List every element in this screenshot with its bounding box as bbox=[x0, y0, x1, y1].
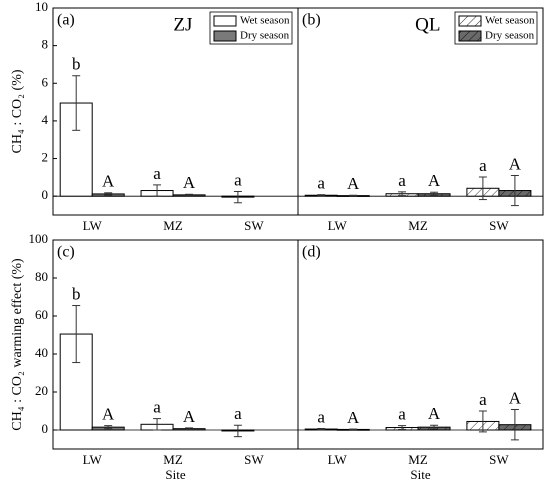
y-tick-label: 2 bbox=[42, 150, 49, 165]
legend-label: Wet season bbox=[240, 15, 290, 27]
x-tick-label: LW bbox=[328, 452, 348, 467]
y-tick-label: 0 bbox=[42, 187, 49, 202]
significance-letter: A bbox=[347, 174, 360, 193]
y-tick-label: 4 bbox=[42, 112, 49, 127]
significance-letter: A bbox=[509, 154, 522, 173]
significance-letter: b bbox=[72, 55, 81, 74]
x-tick-label: SW bbox=[489, 218, 509, 233]
x-tick-label: SW bbox=[489, 452, 509, 467]
y-tick-label: 40 bbox=[35, 345, 48, 360]
significance-letter: A bbox=[509, 388, 522, 407]
legend-hatch bbox=[459, 31, 481, 41]
x-tick-label: LW bbox=[83, 218, 103, 233]
legend-label: Wet season bbox=[485, 15, 535, 27]
significance-letter: A bbox=[102, 172, 115, 191]
x-tick-label: MZ bbox=[408, 452, 428, 467]
legend-label: Dry season bbox=[240, 30, 290, 42]
y-tick-label: 100 bbox=[29, 231, 49, 246]
panel-label: (a) bbox=[57, 12, 75, 29]
legend-item: Wet season bbox=[213, 15, 290, 27]
panel-label: (b) bbox=[302, 12, 321, 29]
x-tick-label: MZ bbox=[163, 452, 183, 467]
legend-swatch bbox=[213, 30, 237, 42]
x-tick-label: LW bbox=[83, 452, 103, 467]
x-axis-label: Site bbox=[410, 467, 430, 482]
x-tick-label: LW bbox=[328, 218, 348, 233]
significance-letter: A bbox=[428, 404, 441, 423]
significance-letter: A bbox=[102, 405, 115, 424]
y-axis-label: CH₄ : CO₂ warming effect (%) bbox=[10, 258, 25, 431]
significance-letter: b bbox=[72, 284, 81, 303]
x-tick-label: SW bbox=[244, 218, 264, 233]
significance-letter: a bbox=[234, 170, 242, 189]
significance-letter: a bbox=[153, 164, 161, 183]
significance-letter: A bbox=[428, 171, 441, 190]
significance-letter: a bbox=[317, 407, 325, 426]
y-tick-label: 10 bbox=[35, 0, 48, 14]
site-title: QL bbox=[415, 14, 440, 35]
y-tick-label: 6 bbox=[42, 74, 49, 89]
y-tick-label: 80 bbox=[35, 269, 48, 284]
x-tick-label: MZ bbox=[163, 218, 183, 233]
y-tick-label: 20 bbox=[35, 383, 48, 398]
y-tick-label: 8 bbox=[42, 37, 49, 52]
significance-letter: a bbox=[317, 174, 325, 193]
significance-letter: A bbox=[347, 408, 360, 427]
site-title: ZJ bbox=[173, 14, 192, 35]
significance-letter: a bbox=[398, 405, 406, 424]
legend-swatch bbox=[213, 15, 237, 27]
panel-label: (c) bbox=[57, 244, 75, 261]
panel-label: (d) bbox=[302, 244, 321, 261]
significance-letter: a bbox=[479, 156, 487, 175]
x-axis-label: Site bbox=[165, 467, 185, 482]
y-tick-label: 60 bbox=[35, 307, 48, 322]
y-tick-label: 0 bbox=[42, 421, 49, 436]
x-tick-label: MZ bbox=[408, 218, 428, 233]
legend-item: Dry season bbox=[213, 30, 290, 42]
significance-letter: a bbox=[398, 171, 406, 190]
legend-item: Dry season bbox=[458, 30, 535, 42]
significance-letter: a bbox=[234, 404, 242, 423]
plot-frame bbox=[297, 239, 544, 450]
legend-item: Wet season bbox=[458, 15, 535, 27]
plot-frame bbox=[297, 7, 544, 216]
significance-letter: A bbox=[183, 407, 196, 426]
significance-letter: a bbox=[153, 398, 161, 417]
legend-hatch bbox=[459, 16, 481, 26]
y-axis-label: CH₄ : CO₂ (%) bbox=[10, 69, 25, 153]
significance-letter: a bbox=[479, 390, 487, 409]
significance-letter: A bbox=[183, 173, 196, 192]
legend-label: Dry season bbox=[485, 30, 535, 42]
x-tick-label: SW bbox=[244, 452, 264, 467]
